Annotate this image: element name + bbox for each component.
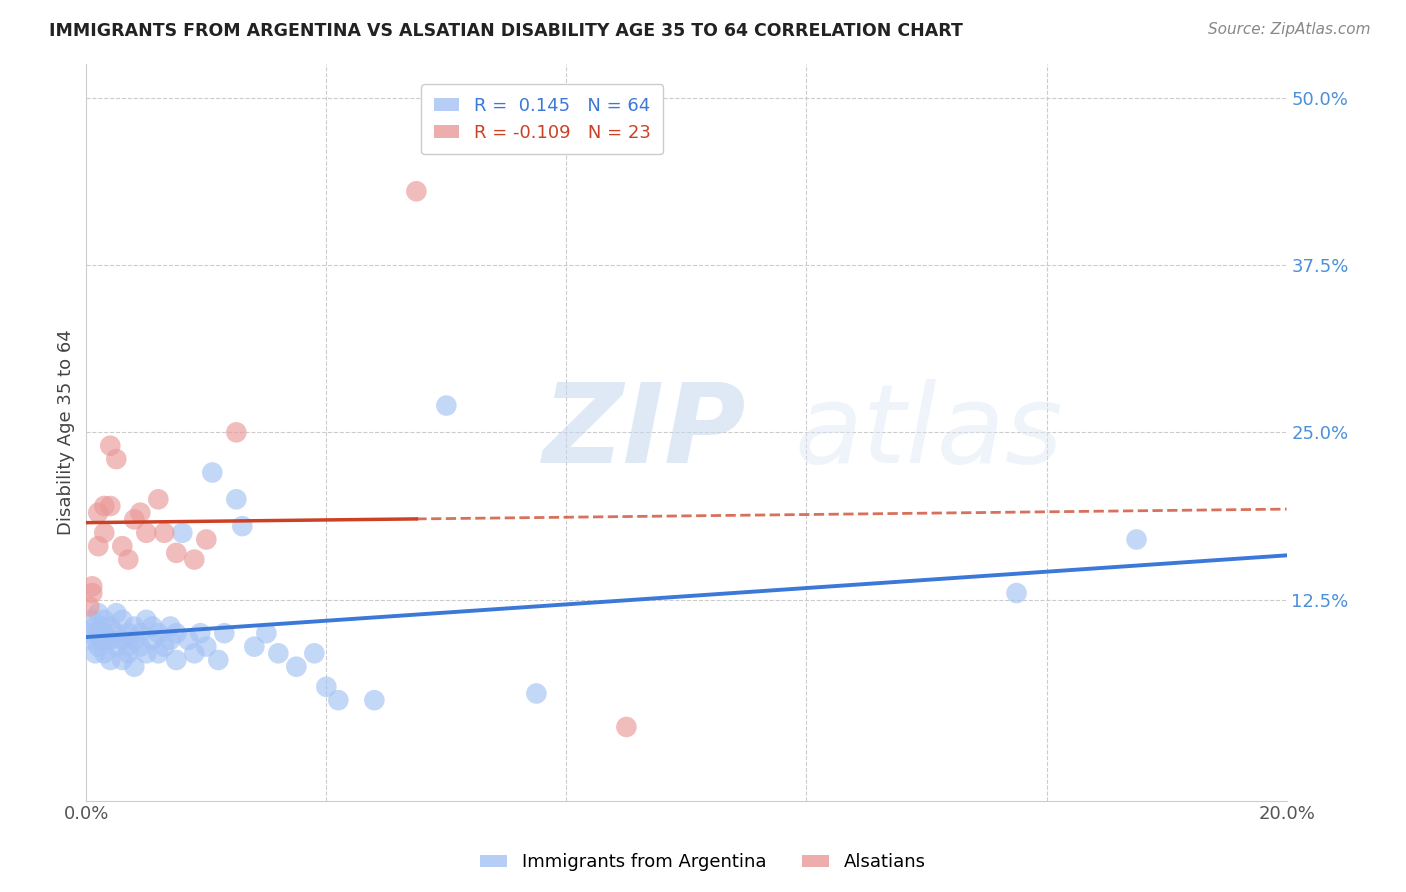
Point xyxy=(141,619,163,633)
Point xyxy=(117,640,139,654)
Point xyxy=(105,640,128,654)
Point xyxy=(90,632,112,647)
Point xyxy=(93,613,115,627)
Point xyxy=(87,640,110,654)
Point xyxy=(526,686,548,700)
Point xyxy=(405,184,427,198)
Text: atlas: atlas xyxy=(794,379,1063,486)
Point xyxy=(214,626,236,640)
Point xyxy=(87,506,110,520)
Point xyxy=(148,626,170,640)
Point xyxy=(124,512,146,526)
Point xyxy=(96,632,118,647)
Point xyxy=(172,525,194,540)
Point xyxy=(82,586,104,600)
Point xyxy=(129,506,152,520)
Point xyxy=(135,646,157,660)
Point xyxy=(159,619,181,633)
Point xyxy=(195,533,218,547)
Point xyxy=(87,626,110,640)
Legend: R =  0.145   N = 64, R = -0.109   N = 23: R = 0.145 N = 64, R = -0.109 N = 23 xyxy=(422,84,664,154)
Point xyxy=(124,632,146,647)
Point xyxy=(165,653,187,667)
Point xyxy=(93,646,115,660)
Point xyxy=(98,439,121,453)
Point xyxy=(195,640,218,654)
Point xyxy=(124,659,146,673)
Point xyxy=(117,646,139,660)
Point xyxy=(153,640,176,654)
Point xyxy=(1125,533,1147,547)
Point xyxy=(111,613,134,627)
Point xyxy=(183,552,205,566)
Point xyxy=(231,519,253,533)
Point xyxy=(82,613,104,627)
Point xyxy=(328,693,350,707)
Point xyxy=(159,632,181,647)
Point xyxy=(84,646,107,660)
Point xyxy=(285,659,308,673)
Y-axis label: Disability Age 35 to 64: Disability Age 35 to 64 xyxy=(58,329,75,535)
Point xyxy=(148,646,170,660)
Point xyxy=(98,499,121,513)
Point xyxy=(84,619,107,633)
Legend: Immigrants from Argentina, Alsatians: Immigrants from Argentina, Alsatians xyxy=(472,847,934,879)
Point xyxy=(177,632,200,647)
Point xyxy=(304,646,326,660)
Point xyxy=(153,525,176,540)
Point xyxy=(87,539,110,553)
Point xyxy=(207,653,229,667)
Point xyxy=(98,619,121,633)
Point xyxy=(90,619,112,633)
Text: Source: ZipAtlas.com: Source: ZipAtlas.com xyxy=(1208,22,1371,37)
Point xyxy=(148,492,170,507)
Point xyxy=(129,640,152,654)
Point xyxy=(315,680,337,694)
Point xyxy=(105,452,128,467)
Point xyxy=(82,632,104,647)
Point xyxy=(129,626,152,640)
Point xyxy=(98,653,121,667)
Point xyxy=(93,626,115,640)
Point xyxy=(141,632,163,647)
Point xyxy=(243,640,266,654)
Point xyxy=(105,626,128,640)
Point xyxy=(79,599,101,614)
Point xyxy=(93,499,115,513)
Point xyxy=(201,466,224,480)
Point xyxy=(188,626,211,640)
Point xyxy=(117,552,139,566)
Point xyxy=(267,646,290,660)
Point xyxy=(117,626,139,640)
Point xyxy=(79,626,101,640)
Point xyxy=(135,525,157,540)
Text: IMMIGRANTS FROM ARGENTINA VS ALSATIAN DISABILITY AGE 35 TO 64 CORRELATION CHART: IMMIGRANTS FROM ARGENTINA VS ALSATIAN DI… xyxy=(49,22,963,40)
Point xyxy=(254,626,277,640)
Point xyxy=(111,539,134,553)
Point xyxy=(82,579,104,593)
Point xyxy=(165,546,187,560)
Point xyxy=(135,613,157,627)
Point xyxy=(225,492,247,507)
Point xyxy=(225,425,247,440)
Point xyxy=(1005,586,1028,600)
Point xyxy=(105,606,128,620)
Point xyxy=(124,619,146,633)
Point xyxy=(183,646,205,660)
Point xyxy=(93,525,115,540)
Point xyxy=(434,399,457,413)
Point xyxy=(111,632,134,647)
Point xyxy=(98,632,121,647)
Point xyxy=(363,693,385,707)
Text: ZIP: ZIP xyxy=(543,379,747,486)
Point xyxy=(87,606,110,620)
Point xyxy=(111,653,134,667)
Point xyxy=(616,720,638,734)
Point xyxy=(165,626,187,640)
